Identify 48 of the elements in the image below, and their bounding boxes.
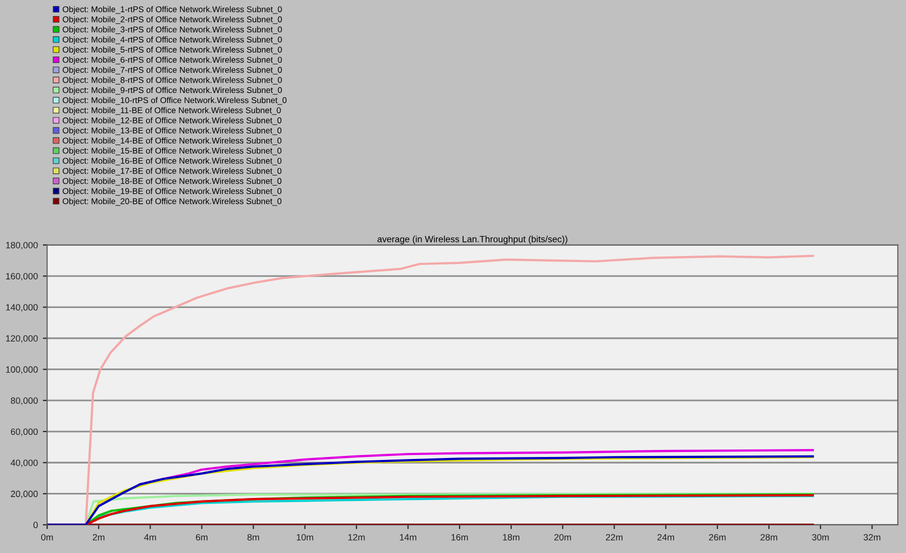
legend-label: Object: Mobile_7-rtPS of Office Network.Wireless Subnet_0 — [62, 66, 282, 74]
x-tick-label: 28m — [760, 534, 778, 540]
x-tick-label: 2m — [92, 534, 104, 540]
legend-label: Object: Mobile_5-rtPS of Office Network.Wireless Subnet_0 — [62, 46, 282, 54]
x-tick-label: 12m — [348, 534, 365, 540]
legend-label: Object: Mobile_9-rtPS of Office Network.Wireless Subnet_0 — [62, 86, 282, 95]
x-tick-label: 30m — [812, 534, 829, 540]
legend-label: Object: Mobile_19-BE of Office Network.Wireless Subnet_0 — [62, 188, 282, 196]
y-tick-label: 160,000 — [6, 273, 38, 280]
legend-label: Object: Mobile_13-BE of Office Network.Wireless Subnet_0 — [62, 127, 282, 136]
x-tick-label: 24m — [658, 534, 674, 540]
x-tick-label: 10m — [296, 534, 314, 540]
legend-label: Object: Mobile_17-BE of Office Network.Wireless Subnet_0 — [62, 168, 282, 176]
legend-label: Object: Mobile_14-BE of Office Network.Wireless Subnet_0 — [62, 137, 282, 146]
x-tick-label: 0m — [41, 534, 53, 540]
y-tick-label: 100,000 — [6, 366, 38, 374]
x-tick-label: 8m — [247, 534, 260, 540]
legend-label: Object: Mobile_11-BE of Office Network.Wireless Subnet_0 — [62, 107, 281, 115]
x-tick-label: 20m — [554, 534, 571, 540]
legend-label: Object: Mobile_15-BE of Office Network.Wireless Subnet_0 — [62, 148, 282, 156]
chart-title: average (in Wireless Lan.Throughput (bits/sec)) — [378, 236, 568, 244]
y-tick-label: 80,000 — [10, 397, 38, 405]
y-tick-label: 60,000 — [10, 428, 38, 436]
legend-label: Object: Mobile_2-rtPS of Office Network.Wireless Subnet_0 — [62, 16, 282, 24]
legend-label: Object: Mobile_4-rtPS of Office Network.Wireless Subnet_0 — [62, 36, 282, 44]
legend-label: Object: Mobile_6-rtPS of Office Network.Wireless Subnet_0 — [62, 56, 282, 64]
x-tick-label: 16m — [451, 534, 468, 540]
y-tick-label: 40,000 — [10, 460, 38, 468]
y-tick-label: 180,000 — [6, 242, 38, 250]
legend-label: Object: Mobile_18-BE of Office Network.Wireless Subnet_0 — [62, 178, 282, 186]
y-tick-label: 140,000 — [6, 304, 38, 312]
y-tick-label: 120,000 — [6, 335, 38, 343]
x-tick-label: 18m — [503, 534, 520, 540]
x-tick-label: 6m — [196, 534, 208, 540]
y-tick-label: 20,000 — [10, 490, 38, 498]
legend-label: Object: Mobile_10-rtPS of Office Network.Wireless Subnet_0 — [62, 97, 286, 105]
legend-label: Object: Mobile_12-BE of Office Network.Wireless Subnet_0 — [62, 117, 282, 125]
y-tick-label: 0 — [33, 522, 38, 528]
x-tick-label: 26m — [709, 534, 726, 540]
x-tick-label: 22m — [606, 534, 622, 540]
legend-label: Object: Mobile_16-BE of Office Network.Wireless Subnet_0 — [62, 158, 282, 166]
x-tick-label: 32m — [864, 534, 880, 540]
x-tick-label: 4m — [144, 534, 156, 540]
legend-label: Object: Mobile_1-rtPS of Office Network.Wireless Subnet_0 — [62, 6, 282, 14]
legend-label: Object: Mobile_3-rtPS of Office Network.Wireless Subnet_0 — [62, 26, 282, 34]
x-tick-label: 14m — [400, 534, 416, 540]
legend-label: Object: Mobile_20-BE of Office Network.Wireless Subnet_0 — [62, 198, 282, 206]
legend-label: Object: Mobile_8-rtPS of Office Network.Wireless Subnet_0 — [62, 76, 282, 85]
